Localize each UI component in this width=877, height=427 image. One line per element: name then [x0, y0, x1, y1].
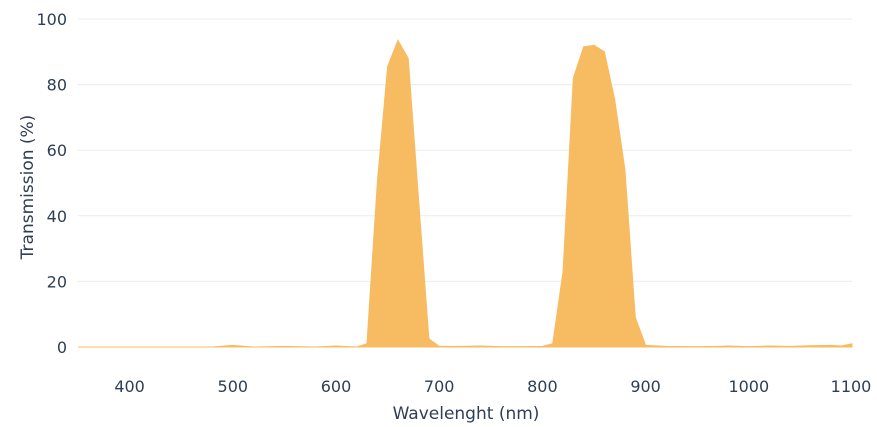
transmission-area-series	[78, 39, 853, 348]
y-axis-ticks: 0 20 40 60 80 100	[36, 10, 67, 357]
y-tick-label: 40	[47, 207, 67, 226]
y-tick-label: 100	[36, 10, 67, 29]
x-tick-label: 1000	[728, 377, 769, 396]
x-tick-label: 400	[114, 377, 145, 396]
grid-lines	[78, 18, 852, 348]
y-tick-label: 60	[47, 141, 67, 160]
x-tick-label: 800	[527, 377, 558, 396]
series-area-group	[78, 39, 853, 348]
x-tick-label: 500	[218, 377, 249, 396]
x-tick-label: 600	[321, 377, 352, 396]
x-tick-label: 700	[424, 377, 455, 396]
y-tick-label: 0	[57, 338, 67, 357]
y-axis-title: Transmission (%)	[18, 115, 38, 261]
x-tick-label: 900	[630, 377, 661, 396]
y-tick-label: 20	[47, 272, 67, 291]
y-tick-label: 80	[47, 76, 67, 95]
x-tick-label: 1100	[831, 377, 872, 396]
x-axis-title: Wavelenght (nm)	[393, 404, 540, 424]
x-axis-ticks: 400 500 600 700 800 900 1000 1100	[114, 377, 871, 396]
